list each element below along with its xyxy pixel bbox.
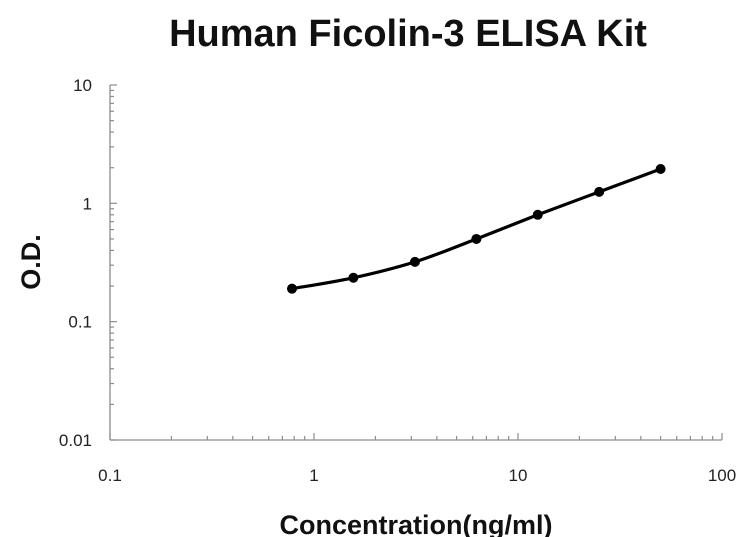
x-tick-label: 100 xyxy=(708,466,736,485)
data-point xyxy=(286,283,297,294)
y-tick-label: 0.01 xyxy=(59,431,92,450)
x-tick-label: 1 xyxy=(309,466,318,485)
y-axis-ticks xyxy=(110,84,117,441)
series-line xyxy=(290,167,663,291)
data-point xyxy=(409,256,420,267)
data-point xyxy=(471,233,482,244)
data-point xyxy=(348,272,359,283)
y-tick-label: 0.1 xyxy=(68,313,92,332)
y-axis-title: O.D. xyxy=(16,234,46,290)
data-point xyxy=(655,164,666,175)
x-tick-label: 10 xyxy=(509,466,528,485)
y-tick-label: 10 xyxy=(73,76,92,95)
data-point xyxy=(594,186,605,197)
x-tick-label: 0.1 xyxy=(98,466,122,485)
plot-area xyxy=(286,164,666,294)
y-tick-labels: 0.01 0.1 1 10 xyxy=(59,76,92,450)
x-axis-title: Concentration(ng/ml) xyxy=(280,510,553,537)
chart-title: Human Ficolin-3 ELISA Kit xyxy=(169,13,647,55)
x-axis-ticks xyxy=(109,433,723,440)
data-point xyxy=(532,209,543,220)
x-tick-labels: 0.1 1 10 100 xyxy=(98,466,736,485)
y-tick-label: 1 xyxy=(83,194,92,213)
